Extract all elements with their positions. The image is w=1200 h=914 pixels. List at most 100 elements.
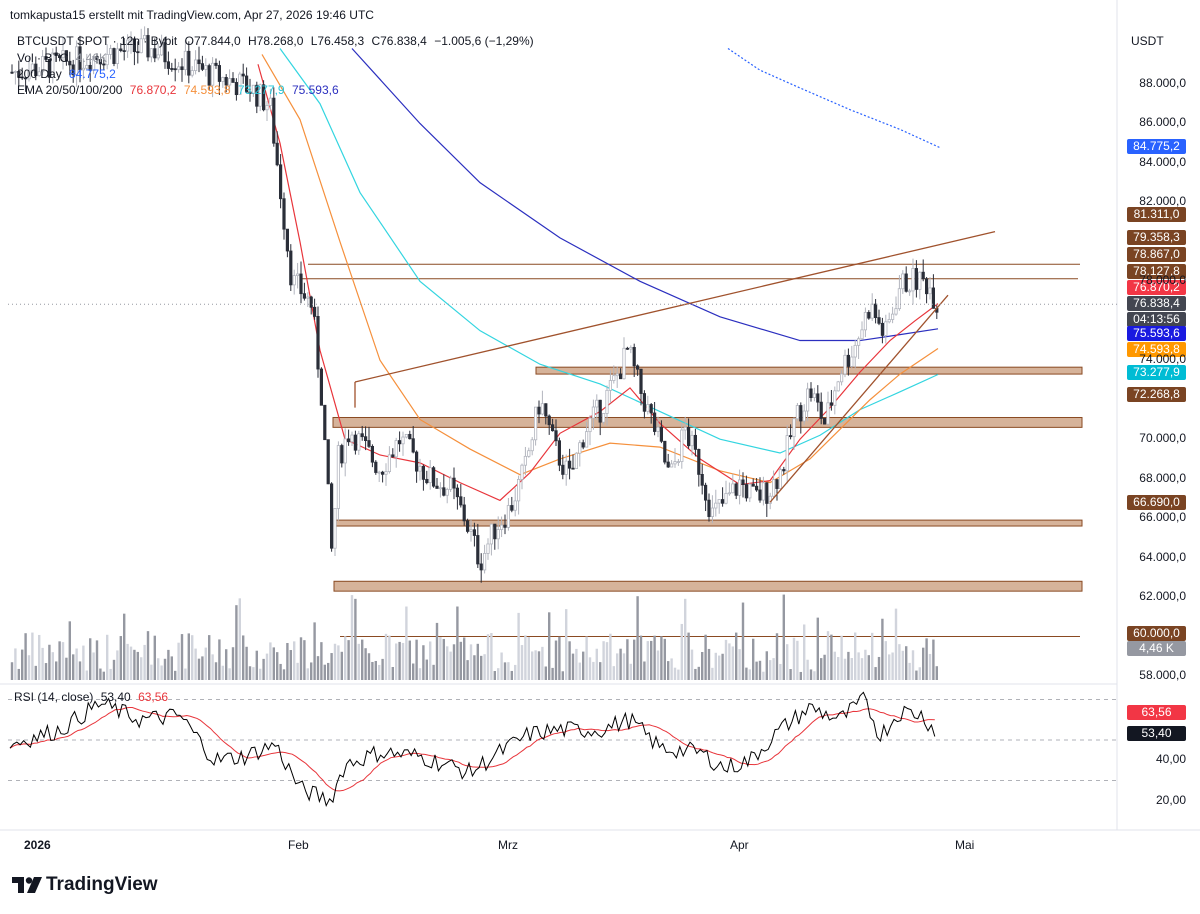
candle-body-213: [734, 483, 738, 496]
volume-bar-229: [789, 669, 792, 680]
volume-bar-161: [558, 636, 561, 680]
legend-ema[interactable]: EMA 20/50/100/200: [17, 83, 123, 97]
volume-bar-245: [843, 658, 847, 680]
rsi-label[interactable]: RSI (14, close): [14, 690, 94, 704]
candle-body-150: [520, 464, 524, 480]
volume-bar-84: [296, 662, 299, 680]
volume-bar-151: [524, 635, 527, 680]
candle-body-237: [816, 393, 820, 403]
candle-body-249: [857, 338, 861, 346]
volume-bar-149: [517, 612, 520, 680]
volume-bar-82: [289, 650, 292, 680]
candle-body-34: [126, 39, 130, 52]
volume-bar-80: [282, 669, 286, 680]
volume-bar-255: [877, 656, 881, 680]
price-axis-label-0: 88.000,0: [1139, 76, 1186, 90]
volume-bar-116: [405, 606, 408, 680]
volume-bar-23: [89, 638, 92, 680]
candle-body-110: [384, 471, 388, 475]
volume-bar-212: [731, 646, 734, 680]
volume-bar-221: [762, 671, 765, 680]
candles: [10, 26, 939, 583]
volume-bar-178: [616, 653, 619, 680]
volume-bar-192: [663, 638, 666, 680]
candle-body-26: [98, 59, 102, 65]
candle-body-130: [452, 477, 456, 489]
legend-volume[interactable]: Vol · BTC: [17, 51, 69, 65]
volume-bar-156: [541, 646, 544, 680]
volume-bar-163: [565, 609, 568, 680]
legend-ma[interactable]: 200 Day: [17, 67, 62, 81]
candle-body-135: [469, 529, 473, 532]
volume-bar-66: [235, 605, 238, 680]
candle-body-161: [557, 440, 562, 466]
candle-body-1: [13, 71, 17, 73]
candle-body-159: [551, 424, 555, 432]
volume-bar-244: [840, 635, 843, 680]
volume-bar-2: [17, 668, 20, 680]
volume-bar-195: [673, 667, 677, 680]
volume-bar-231: [796, 640, 799, 680]
candle-body-221: [761, 482, 766, 501]
candle-body-118: [411, 438, 415, 453]
volume-bar-215: [741, 602, 745, 680]
currency-label[interactable]: USDT: [1131, 34, 1164, 48]
volume-bar-146: [507, 662, 510, 680]
candle-body-99: [346, 438, 351, 443]
volume-bar-169: [585, 636, 588, 680]
volume-bar-79: [279, 663, 282, 680]
candle-body-226: [778, 469, 783, 489]
candle-body-146: [506, 505, 511, 528]
volume-bar-155: [537, 651, 541, 680]
volume-bar-170: [588, 657, 592, 680]
ma-200day-line: [727, 47, 941, 149]
volume-bar-261: [898, 644, 901, 680]
candle-body-247: [850, 356, 854, 367]
candle-body-97: [340, 445, 344, 464]
volume-bar-72: [255, 650, 258, 680]
candle-body-11: [47, 59, 52, 78]
volume-bar-193: [667, 661, 670, 680]
candle-body-116: [404, 433, 409, 438]
candle-body-119: [414, 451, 419, 472]
volume-bar-205: [707, 648, 711, 680]
candle-body-192: [663, 440, 667, 463]
candle-body-42: [153, 48, 157, 59]
legend-symbol[interactable]: BTCUSDT SPOT · 12h · Bybit: [17, 34, 178, 48]
candle-body-140: [486, 543, 490, 554]
candle-body-177: [612, 375, 616, 381]
volume-bar-196: [677, 669, 680, 680]
volume-bar-20: [78, 661, 82, 680]
candle-body-3: [20, 76, 24, 79]
candle-body-230: [792, 418, 796, 438]
candle-body-244: [840, 373, 844, 383]
volume-bar-190: [656, 650, 660, 680]
candle-body-122: [425, 478, 429, 484]
volume-bar-200: [690, 649, 694, 680]
volume-bar-110: [384, 633, 388, 680]
candle-body-191: [659, 426, 664, 442]
candle-body-78: [275, 142, 279, 166]
trend-support-line: [769, 294, 949, 503]
volume-bar-237: [816, 617, 819, 680]
volume-bar-68: [242, 635, 245, 680]
volume-bar-220: [758, 660, 762, 680]
tradingview-logo[interactable]: TradingView: [12, 874, 158, 896]
volume-bar-35: [129, 646, 133, 680]
legend-symbol-row: BTCUSDT SPOT · 12h · Bybit O77.844,0 H78…: [17, 34, 538, 48]
candle-body-114: [397, 440, 402, 445]
candle-body-202: [697, 448, 701, 475]
time-axis-label-1: Feb: [288, 838, 309, 852]
candle-body-245: [843, 354, 847, 375]
candle-body-83: [292, 275, 296, 286]
legend-volume-row: Vol · BTC 4.46K: [17, 51, 111, 65]
candle-body-149: [517, 479, 521, 502]
volume-bar-67: [238, 598, 241, 680]
candle-body-139: [482, 553, 487, 571]
candle-body-57: [204, 65, 208, 70]
volume-bar-100: [350, 595, 354, 680]
trend-lines: [354, 230, 996, 503]
candle-body-123: [428, 467, 432, 484]
volume-bar-13: [55, 661, 58, 680]
